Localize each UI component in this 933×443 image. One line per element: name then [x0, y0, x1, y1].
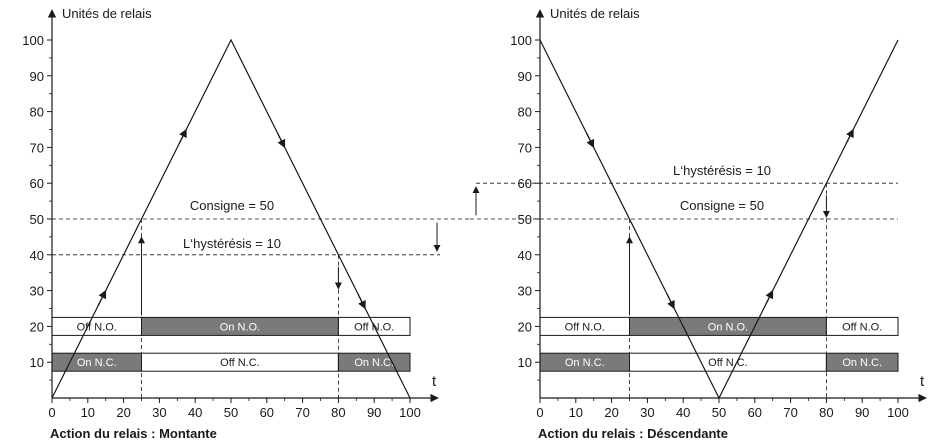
- x-tick-label: 80: [819, 405, 833, 420]
- x-tick-label: 90: [367, 405, 381, 420]
- y-tick-label: 20: [30, 319, 44, 334]
- x-tick-label: 90: [855, 405, 869, 420]
- y-tick-label: 60: [30, 176, 44, 191]
- chart-panel-descendante: Off N.O. On N.O. Off N.O. On N.C. Off N.C. On…: [470, 6, 927, 441]
- y-tick-label: 70: [30, 140, 44, 155]
- x-tick-label: 40: [676, 405, 690, 420]
- x-tick-label: 40: [188, 405, 202, 420]
- x-axis-label: t: [920, 373, 925, 390]
- status-bar-no-label: On N.O.: [220, 321, 260, 333]
- y-tick-label: 50: [30, 212, 44, 227]
- status-bar-nc-label: Off N.C.: [708, 357, 748, 369]
- x-tick-label: 60: [748, 405, 762, 420]
- chart-title: Action du relais : Déscendante: [538, 426, 728, 441]
- x-tick-label: 50: [224, 405, 238, 420]
- y-tick-label: 80: [30, 105, 44, 120]
- status-bar-no-label: Off N.O.: [565, 321, 605, 333]
- x-tick-label: 70: [295, 405, 309, 420]
- status-bar-no-label: Off N.O.: [842, 321, 882, 333]
- y-tick-label: 100: [22, 33, 44, 48]
- x-axis-label: t: [432, 373, 437, 390]
- x-tick-label: 20: [116, 405, 130, 420]
- signal-direction-arrow: [357, 293, 366, 310]
- signal-direction-arrow: [98, 289, 107, 306]
- x-tick-label: 60: [260, 405, 274, 420]
- signal-direction-arrow: [277, 132, 286, 149]
- status-bar-nc-label: On N.C.: [842, 357, 882, 369]
- signal-direction-arrow: [586, 132, 595, 149]
- x-tick-label: 10: [81, 405, 95, 420]
- x-tick-label: 80: [331, 405, 345, 420]
- x-tick-label: 10: [569, 405, 583, 420]
- y-tick-label: 80: [518, 105, 532, 120]
- y-tick-label: 100: [510, 33, 532, 48]
- signal-direction-arrow: [845, 128, 854, 145]
- signal-direction-arrow: [178, 128, 187, 145]
- y-tick-label: 50: [518, 212, 532, 227]
- setpoint-label: Consigne = 50: [680, 198, 764, 213]
- x-tick-label: 100: [399, 405, 421, 420]
- x-tick-label: 100: [887, 405, 909, 420]
- status-bar-nc-label: Off N.C.: [220, 357, 260, 369]
- hysteresis-label: L‘hystérésis = 10: [673, 163, 771, 178]
- x-tick-label: 30: [152, 405, 166, 420]
- x-tick-label: 30: [640, 405, 654, 420]
- signal-direction-arrow: [765, 289, 774, 306]
- y-tick-label: 20: [518, 319, 532, 334]
- chart-panel-montante: Off N.O. On N.O. Off N.O.On N.C. Off N.C. On…: [22, 6, 470, 441]
- y-tick-label: 30: [518, 284, 532, 299]
- y-tick-label: 10: [518, 355, 532, 370]
- signal-line: [51, 38, 411, 399]
- status-bar-nc-label: On N.C.: [354, 357, 394, 369]
- status-bar-no-label: Off N.O.: [77, 321, 117, 333]
- status-bar-nc-label: On N.C.: [77, 357, 117, 369]
- x-tick-label: 0: [48, 405, 55, 420]
- x-tick-label: 0: [536, 405, 543, 420]
- x-tick-label: 70: [783, 405, 797, 420]
- hysteresis-label: L‘hystérésis = 10: [183, 236, 281, 251]
- status-bar-nc-label: On N.C.: [565, 357, 605, 369]
- signal-line: [539, 39, 899, 400]
- y-axis-label: Unités de relais: [62, 6, 152, 21]
- y-tick-label: 70: [518, 140, 532, 155]
- y-tick-label: 60: [518, 176, 532, 191]
- y-tick-label: 40: [518, 248, 532, 263]
- y-tick-label: 40: [30, 248, 44, 263]
- x-tick-label: 50: [712, 405, 726, 420]
- y-tick-label: 90: [30, 69, 44, 84]
- chart-title: Action du relais : Montante: [50, 426, 217, 441]
- y-tick-label: 10: [30, 355, 44, 370]
- y-tick-label: 30: [30, 284, 44, 299]
- status-bar-no-label: On N.O.: [708, 321, 748, 333]
- signal-direction-arrow: [666, 293, 675, 310]
- y-tick-label: 90: [518, 69, 532, 84]
- y-axis-label: Unités de relais: [550, 6, 640, 21]
- x-tick-label: 20: [604, 405, 618, 420]
- setpoint-label: Consigne = 50: [190, 198, 274, 213]
